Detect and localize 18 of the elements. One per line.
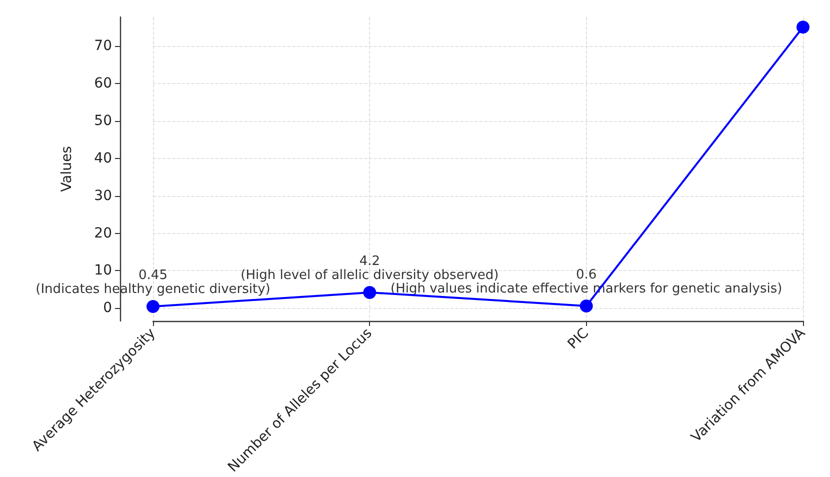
y-tick-label: 60: [94, 75, 112, 92]
y-tick-label: 10: [94, 262, 112, 279]
data-label: 4.2: [359, 254, 380, 269]
y-tick-label: 30: [94, 188, 112, 204]
point: [580, 299, 593, 312]
point: [796, 20, 810, 34]
y-tick-label: 40: [94, 150, 112, 166]
point: [146, 300, 160, 314]
data-label: 0.45: [138, 268, 168, 284]
y-tick-label: 70: [94, 38, 112, 54]
data-label: 0.6: [576, 267, 597, 282]
annotation: (High level of allelic diversity observed): [240, 268, 499, 283]
point: [363, 286, 376, 299]
y-axis-title: Values: [59, 146, 75, 192]
x-tick-label: PIC: [564, 325, 592, 352]
y-tick-label: 50: [94, 112, 112, 129]
y-tick-label: 0: [103, 300, 112, 316]
y-tick-label: 20: [94, 225, 112, 242]
